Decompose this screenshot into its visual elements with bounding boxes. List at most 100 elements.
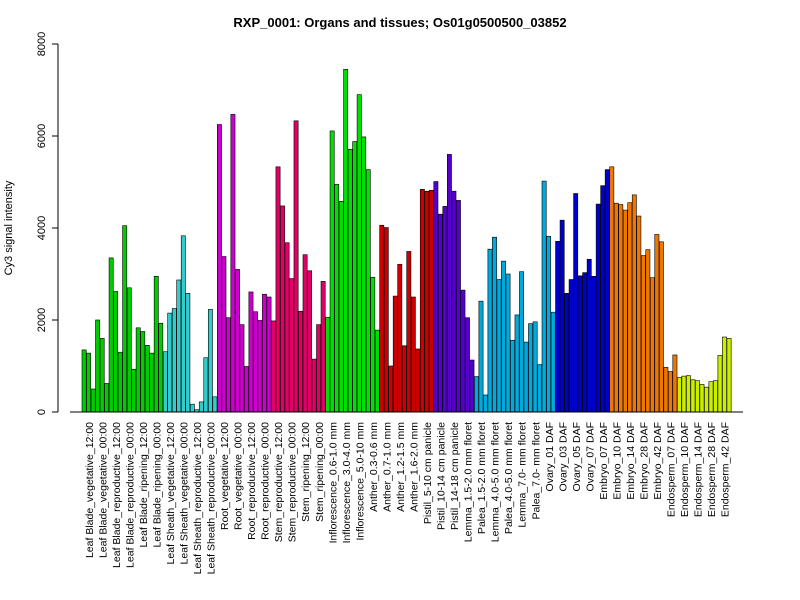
- bar: [658, 241, 664, 413]
- bar: [568, 279, 574, 413]
- bar: [555, 241, 561, 413]
- x-category-label: Embryo_42 DAF: [652, 422, 664, 500]
- bar: [212, 396, 218, 413]
- bar: [510, 339, 515, 413]
- bar: [686, 375, 691, 413]
- x-category-label: Anther_0.7-1.0 mm: [381, 422, 393, 512]
- bar: [104, 383, 110, 413]
- bar: [158, 322, 164, 413]
- bar: [460, 289, 466, 413]
- bar: [613, 202, 619, 413]
- bar: [573, 193, 579, 413]
- bar: [99, 338, 105, 413]
- x-category-label: Root_reproductive_12:00: [246, 422, 258, 540]
- bar: [419, 189, 425, 413]
- bar: [469, 359, 475, 413]
- bar: [595, 203, 601, 413]
- bar: [117, 351, 123, 413]
- bar: [397, 264, 403, 413]
- x-category-label: Inflorescence_3.0-4.0 mm: [341, 422, 353, 544]
- bar: [492, 236, 497, 413]
- bar: [451, 190, 457, 413]
- bar: [465, 317, 470, 413]
- x-category-label: Embryo_28 DAF: [639, 422, 651, 500]
- bar: [474, 376, 479, 413]
- bar: [189, 403, 195, 413]
- bar: [149, 352, 155, 413]
- x-category-label: Endosperm_14 DAF: [693, 422, 705, 517]
- x-category-label: Pistil_14-18 cm panicle: [449, 422, 461, 530]
- x-category-label: Leaf Sheath_vegetative_00:00: [179, 422, 191, 565]
- bar: [541, 180, 547, 413]
- x-category-label: Root_reproductive_00:00: [260, 422, 272, 540]
- bar: [280, 205, 285, 413]
- bar: [140, 331, 146, 413]
- bar: [704, 386, 709, 413]
- bar: [334, 184, 340, 413]
- bar: [347, 149, 353, 413]
- x-category-label: Ovary_03 DAF: [557, 422, 569, 491]
- bar: [519, 271, 524, 413]
- category-labels: Leaf Blade_vegetative_12:00 Leaf Blade_ve…: [84, 422, 732, 575]
- bar: [329, 130, 335, 413]
- bar: [320, 281, 326, 413]
- x-category-label: Stem_reproductive_12:00: [273, 422, 285, 542]
- bar: [501, 260, 506, 413]
- x-category-label: Anther_0.3-0.6 mm: [368, 422, 380, 512]
- bar: [640, 255, 646, 413]
- bar: [316, 324, 322, 413]
- bar: [604, 169, 610, 413]
- bar: [356, 94, 362, 413]
- x-category-label: Leaf Blade_vegetative_00:00: [97, 422, 109, 558]
- bar: [645, 249, 651, 413]
- y-tick-label: 4000: [36, 216, 48, 240]
- x-category-label: Ovary_01 DAF: [544, 422, 556, 491]
- bar: [162, 351, 168, 413]
- bar: [298, 310, 303, 413]
- bar: [392, 295, 398, 413]
- bar: [248, 291, 254, 413]
- x-category-label: Ovary_05 DAF: [571, 422, 583, 491]
- x-category-label: Palea_7.0- mm floret: [530, 422, 542, 520]
- bar: [690, 379, 696, 413]
- bar: [609, 166, 615, 413]
- bar: [167, 312, 173, 413]
- bar: [496, 279, 502, 413]
- bar: [361, 136, 367, 413]
- bar: [343, 69, 349, 413]
- bar: [230, 114, 236, 413]
- bar: [144, 344, 150, 413]
- bar: [586, 258, 592, 413]
- bar: [370, 276, 376, 413]
- bar: [126, 287, 132, 413]
- bar: [528, 323, 533, 413]
- bar: [135, 327, 141, 413]
- x-category-label: Embryo_14 DAF: [625, 422, 637, 500]
- bar: [591, 275, 597, 413]
- x-category-label: Anther_1.2-1.5 mm: [395, 422, 407, 512]
- x-category-label: Leaf Blade_reproductive_12:00: [111, 422, 123, 568]
- bar: [428, 189, 434, 413]
- bar: [406, 251, 412, 413]
- bar: [257, 320, 263, 413]
- bar: [338, 201, 344, 413]
- x-category-label: Leaf Blade_ripening_00:00: [151, 422, 163, 548]
- bar: [176, 279, 182, 413]
- bar: [180, 235, 186, 413]
- bar: [654, 234, 660, 413]
- bar: [564, 293, 570, 413]
- bar: [325, 316, 331, 413]
- bar: [86, 352, 92, 413]
- x-category-label: Stem_ripening_12:00: [300, 422, 312, 522]
- bar: [663, 367, 669, 413]
- x-category-label: Leaf Sheath_vegetative_12:00: [165, 422, 177, 565]
- x-category-label: Leaf Sheath_reproductive_12:00: [192, 422, 204, 575]
- bar: [437, 213, 443, 413]
- bar: [537, 364, 543, 413]
- bar: [722, 336, 727, 413]
- bar: [695, 380, 700, 413]
- x-category-label: Stem_reproductive_00:00: [287, 422, 299, 542]
- bar: [198, 401, 204, 413]
- x-category-label: Leaf Blade_vegetative_12:00: [84, 422, 96, 558]
